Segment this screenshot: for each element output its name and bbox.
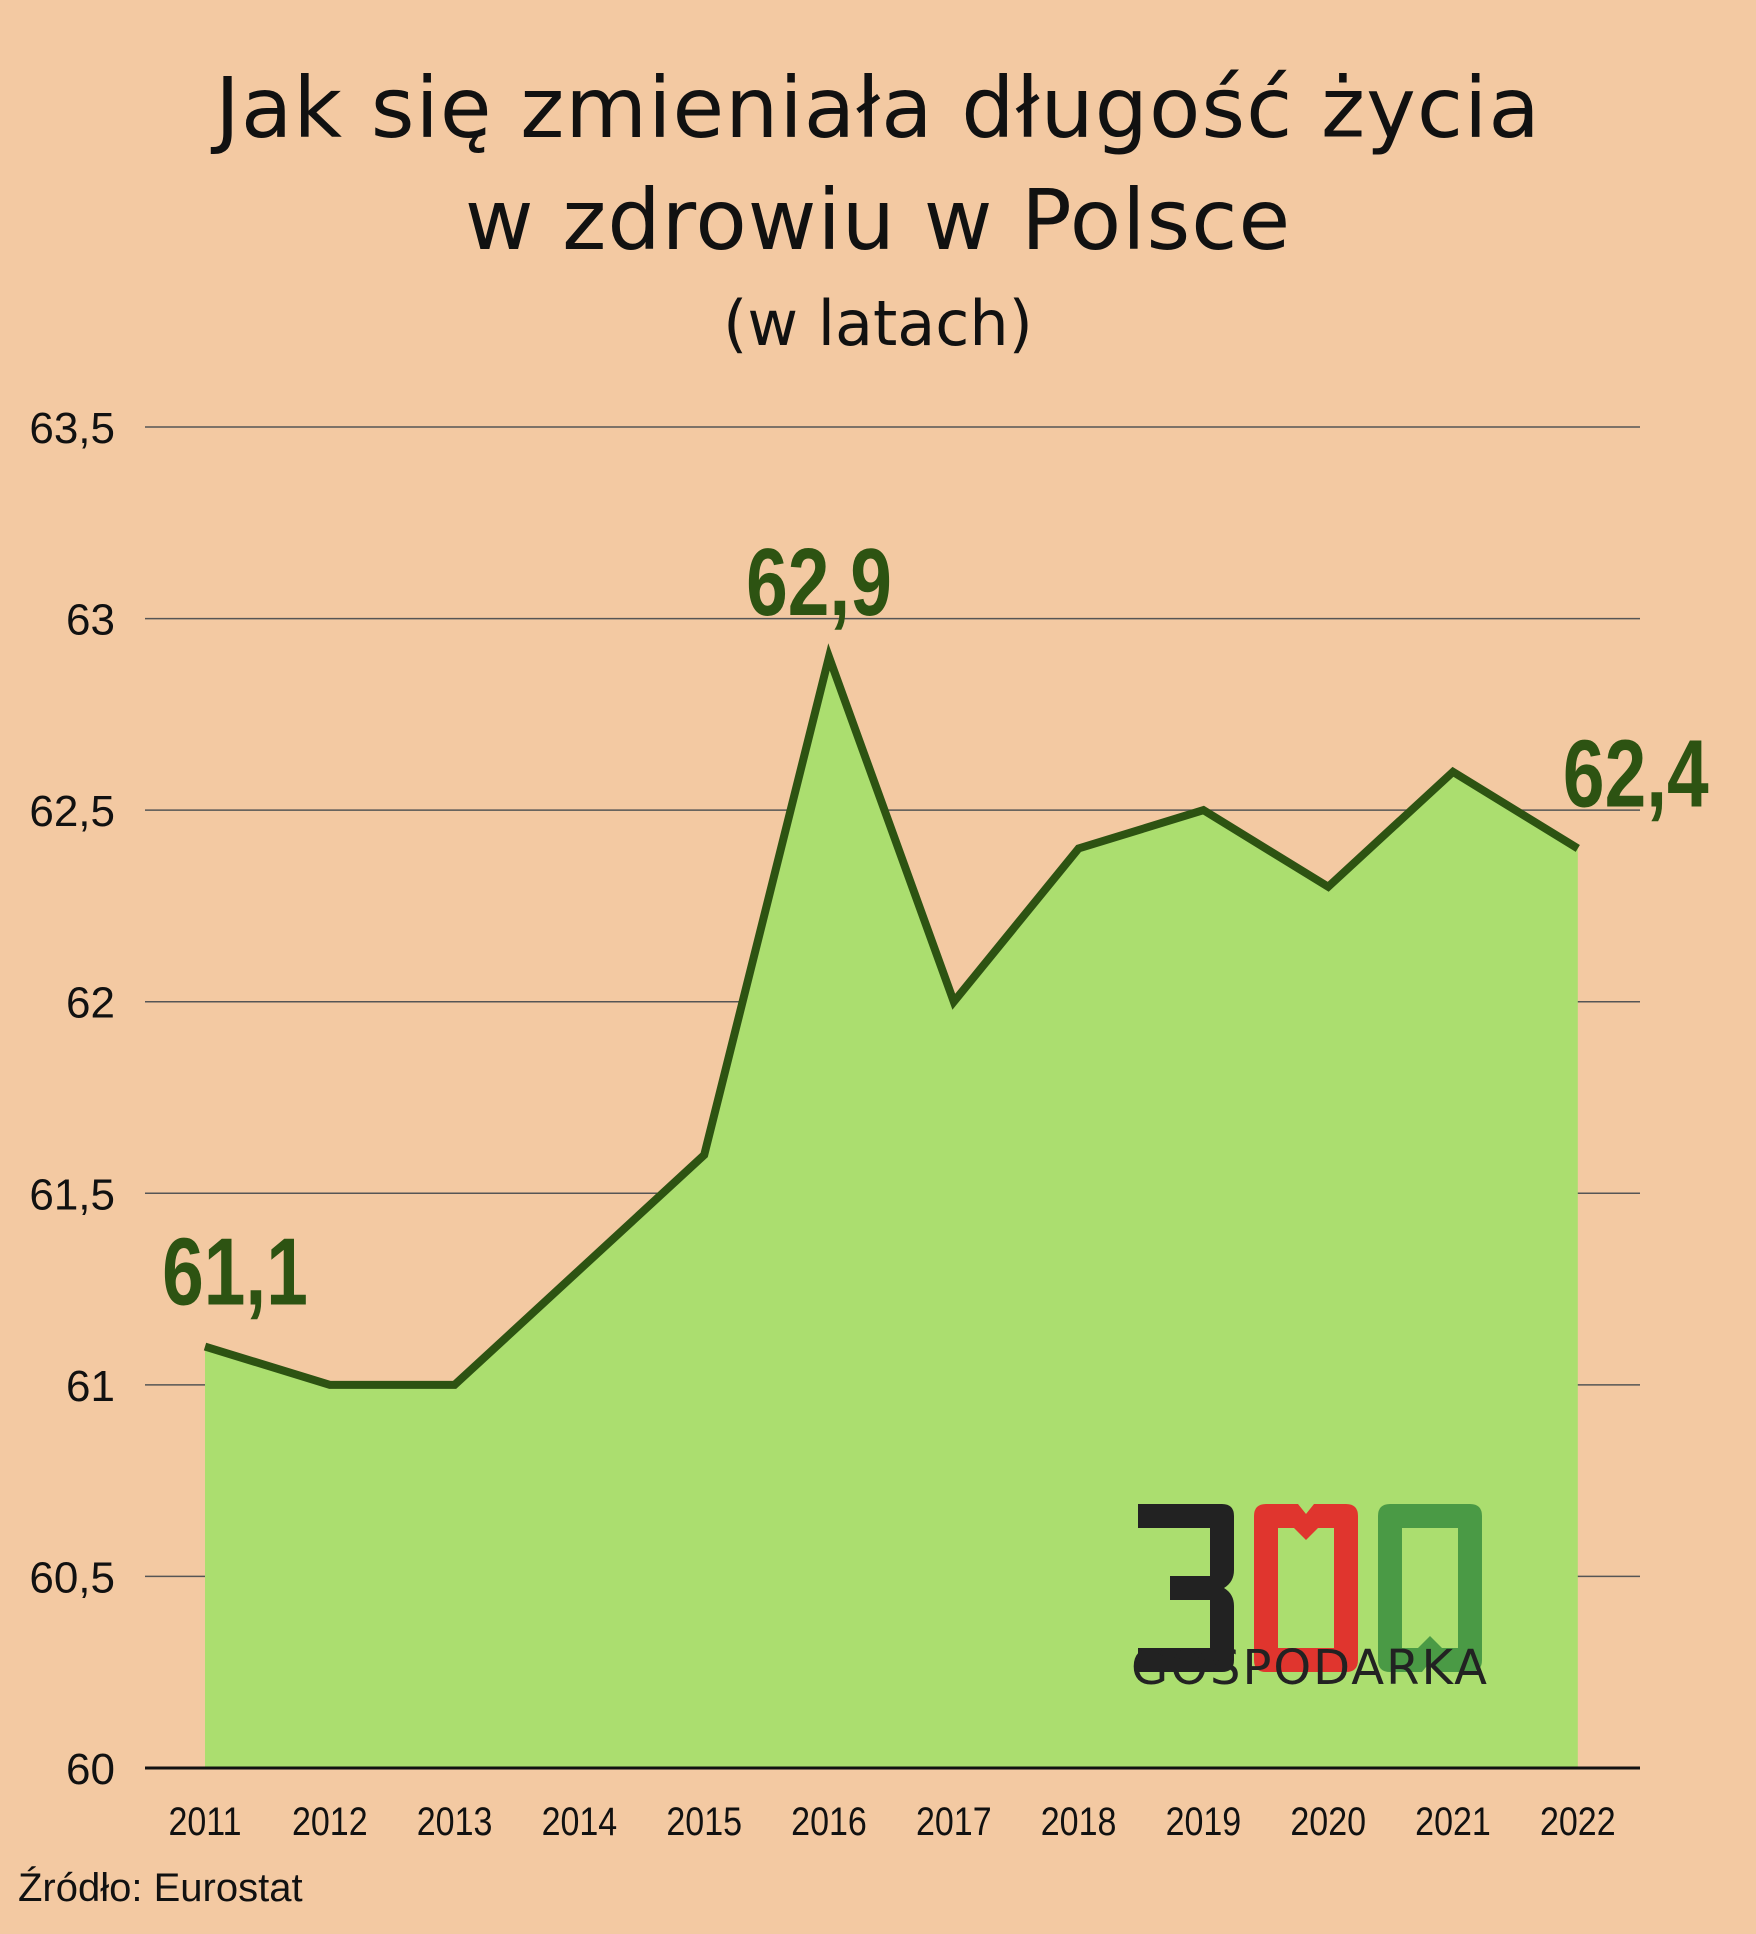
x-tick-label: 2019 bbox=[1166, 1798, 1242, 1843]
y-tick-label: 61 bbox=[66, 1362, 115, 1411]
data-label: 61,1 bbox=[162, 1219, 308, 1326]
x-tick-label: 2014 bbox=[542, 1798, 618, 1843]
x-tick-labels: 2011 2012 2013 2014 2015 2016 2017 2018 2019 2020… bbox=[168, 1798, 1615, 1843]
title-line-1: Jak się zmieniała długość życia bbox=[215, 59, 1541, 157]
x-tick-label: 2015 bbox=[666, 1798, 742, 1843]
y-tick-label: 60 bbox=[66, 1745, 115, 1794]
x-tick-label: 2021 bbox=[1415, 1798, 1491, 1843]
x-tick-label: 2016 bbox=[791, 1798, 867, 1843]
x-tick-label: 2017 bbox=[916, 1798, 992, 1843]
x-tick-label: 2022 bbox=[1540, 1798, 1616, 1843]
y-tick-label: 62,5 bbox=[29, 787, 115, 836]
data-label: 62,4 bbox=[1563, 721, 1709, 828]
logo-digit-0-red bbox=[1254, 1504, 1358, 1672]
x-tick-label: 2012 bbox=[292, 1798, 368, 1843]
y-tick-label: 62 bbox=[66, 979, 115, 1028]
y-tick-label: 60,5 bbox=[29, 1553, 115, 1602]
y-tick-labels: 60 60,5 61 61,5 62 62,5 63 63,5 bbox=[29, 404, 115, 1794]
x-tick-label: 2013 bbox=[417, 1798, 493, 1843]
chart-title: Jak się zmieniała długość życia w zdrowi… bbox=[0, 52, 1756, 276]
x-tick-label: 2020 bbox=[1290, 1798, 1366, 1843]
y-tick-label: 63,5 bbox=[29, 404, 115, 453]
logo-digit-0-green bbox=[1378, 1504, 1482, 1672]
chart-subtitle: (w latach) bbox=[723, 287, 1033, 360]
y-tick-label: 63 bbox=[66, 596, 115, 645]
data-label: 62,9 bbox=[746, 529, 892, 636]
series-line bbox=[203, 643, 1580, 1389]
title-line-2: w zdrowiu w Polsce bbox=[464, 171, 1292, 269]
data-labels: 61,1 62,9 62,4 bbox=[162, 529, 1709, 1326]
x-tick-label: 2018 bbox=[1041, 1798, 1117, 1843]
logo-digit-3 bbox=[1138, 1504, 1234, 1672]
logo-text: GOSPODARKA bbox=[1131, 1640, 1489, 1696]
area-fill bbox=[205, 656, 1578, 1768]
y-tick-label: 61,5 bbox=[29, 1170, 115, 1219]
logo-300-icon bbox=[1138, 1504, 1482, 1672]
source-note: Źródło: Eurostat bbox=[18, 1866, 303, 1910]
x-tick-label: 2011 bbox=[168, 1798, 241, 1843]
